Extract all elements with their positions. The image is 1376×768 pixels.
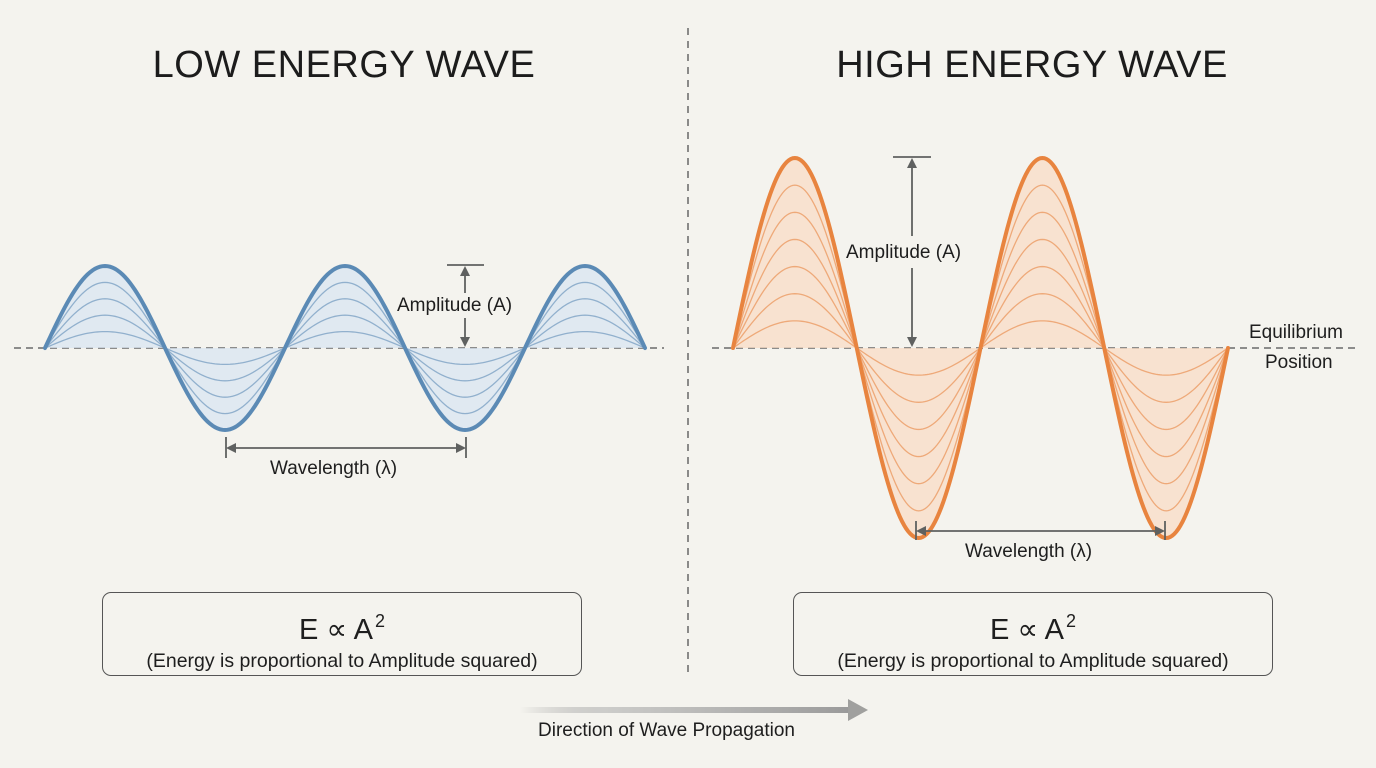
equilibrium-label-line2: Position [1265, 352, 1333, 373]
propagation-label: Direction of Wave Propagation [538, 720, 795, 741]
high-energy-title: HIGH ENERGY WAVE [836, 44, 1228, 86]
high-wavelength-label: Wavelength (λ) [965, 541, 1093, 562]
low-energy-wave [43, 263, 647, 433]
equation-lhs: E ∝ A [299, 614, 373, 646]
equation-exponent: 2 [1065, 611, 1076, 631]
low-amplitude-label: Amplitude (A) [397, 295, 513, 316]
high-wavelength-marker [915, 521, 1166, 540]
low-amplitude-marker [447, 264, 484, 347]
equation-caption-right: (Energy is proportional to Amplitude squ… [837, 650, 1229, 672]
equation-exponent: 2 [374, 611, 385, 631]
low-wavelength-label: Wavelength (λ) [270, 458, 398, 479]
high-amplitude-marker [893, 156, 931, 347]
low-energy-title: LOW ENERGY WAVE [152, 44, 536, 86]
equation-lhs: E ∝ A [990, 614, 1064, 646]
high-amplitude-label: Amplitude (A) [846, 242, 962, 263]
low-wavelength-marker [225, 437, 467, 458]
equation-caption-left: (Energy is proportional to Amplitude squ… [146, 650, 538, 672]
propagation-arrow [520, 699, 868, 721]
equilibrium-label-line1: Equilibrium [1249, 322, 1343, 343]
high-energy-wave [731, 155, 1230, 541]
